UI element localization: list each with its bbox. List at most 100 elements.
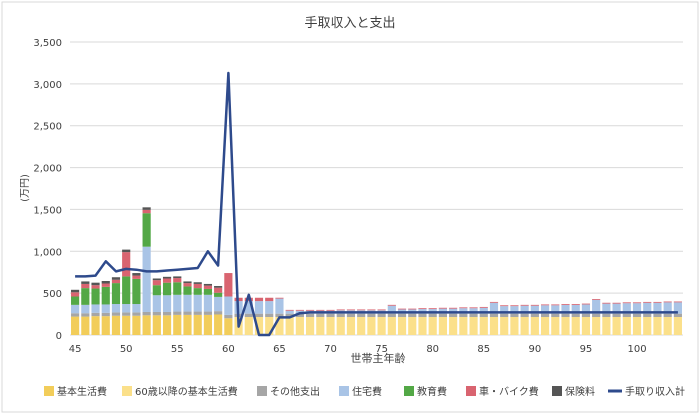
bar-segment [265, 317, 274, 335]
y-tick-label: 500 [43, 289, 62, 300]
bar-segment [214, 287, 223, 293]
bar-segment [193, 311, 202, 315]
bar-segment [592, 299, 601, 314]
bar-segment [91, 312, 100, 317]
legend: 基本生活費 60歳以降の基本生活費 その他支出 住宅費 教育費 車・バイク費 保険料 手取り収… [44, 385, 685, 398]
bar-segment [459, 313, 468, 318]
bar-segment [254, 317, 264, 335]
bar-segment [132, 278, 141, 305]
bar-segment [530, 305, 539, 314]
bar-segment [71, 304, 80, 314]
bar-segment [101, 281, 110, 284]
bar-segment [101, 286, 110, 305]
bar-segment [581, 317, 591, 335]
bar-segment [643, 302, 652, 314]
bar-segment [254, 297, 264, 302]
legend-label: 基本生活費 [57, 385, 107, 398]
bar-segment [571, 304, 580, 305]
bar-segment [142, 207, 151, 210]
bar-segment [397, 317, 407, 335]
bar-segment [336, 317, 345, 335]
bar-segment [459, 308, 468, 314]
bar-segment [214, 314, 223, 335]
bar-segment [173, 278, 182, 283]
bar-segment [142, 311, 151, 316]
bar-segment [653, 313, 662, 318]
bar-segment [530, 313, 539, 318]
y-tick-label: 0 [56, 331, 62, 342]
bar-segment [71, 289, 80, 293]
bar-segment [203, 285, 213, 289]
legend-label: 住宅費 [352, 385, 382, 398]
bar-segment [122, 252, 131, 277]
bar-segment [142, 315, 151, 335]
x-tick-label: 95 [580, 344, 593, 355]
bar-segment [71, 316, 80, 335]
bar-segment [173, 294, 182, 312]
bar-segment [612, 317, 621, 335]
bar-segment [265, 301, 274, 314]
bar-segment [632, 317, 642, 335]
legend-swatch [257, 386, 267, 396]
bar-segment [510, 306, 519, 314]
bar-segment [81, 313, 90, 317]
x-tick-label: 65 [273, 344, 286, 355]
bar-segment [387, 313, 396, 318]
bar-segment [357, 313, 366, 318]
bar-segment [111, 279, 121, 284]
bar-segment [571, 304, 580, 314]
legend-swatch [44, 386, 54, 396]
bar-segment [540, 317, 550, 335]
bar-segment [214, 292, 223, 297]
bar-segment [71, 292, 80, 297]
bar-segment [643, 317, 652, 335]
bar-segment [111, 283, 121, 305]
bar-segment [71, 296, 80, 305]
bar-segment [224, 314, 233, 319]
bar-segment [612, 313, 621, 318]
bar-series [71, 207, 682, 335]
bar-segment [500, 305, 509, 307]
bar-segment [592, 313, 601, 318]
bar-segment [316, 317, 325, 335]
bar-segment [551, 305, 560, 314]
bar-segment [602, 317, 611, 335]
bar-segment [326, 313, 335, 318]
bar-segment [449, 317, 458, 335]
x-tick-label: 85 [477, 344, 490, 355]
bar-segment [479, 317, 488, 335]
bar-segment [571, 313, 580, 318]
bar-segment [397, 308, 407, 310]
bar-segment [173, 314, 182, 335]
bar-segment [612, 302, 621, 304]
bar-segment [81, 281, 90, 284]
bar-segment [111, 312, 121, 316]
bar-segment [81, 304, 90, 314]
bar-segment [489, 302, 499, 314]
bar-segment [214, 296, 223, 312]
bar-segment [346, 313, 356, 318]
bar-segment [510, 313, 519, 318]
bar-segment [459, 307, 468, 309]
bar-segment [510, 317, 519, 335]
bar-segment [581, 304, 591, 314]
bar-segment [663, 301, 672, 303]
bar-segment [449, 313, 458, 318]
bar-segment [377, 313, 386, 318]
legend-label: 保険料 [565, 385, 595, 398]
bar-segment [275, 298, 284, 314]
bar-segment [367, 317, 376, 335]
bar-segment [183, 314, 192, 335]
bar-segment [489, 317, 499, 335]
bar-segment [193, 294, 202, 312]
bar-segment [81, 283, 90, 289]
line-series [75, 71, 678, 337]
bar-segment [193, 282, 202, 284]
legend-swatch [466, 386, 476, 396]
bar-segment [438, 308, 447, 314]
bar-segment [316, 309, 325, 311]
x-tick-label: 45 [69, 344, 82, 355]
bar-segment [540, 305, 550, 314]
bar-segment [162, 282, 172, 296]
grid-lines [70, 41, 683, 336]
